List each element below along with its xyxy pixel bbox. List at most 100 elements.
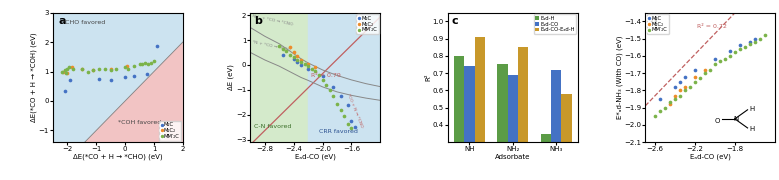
Point <box>341 122 354 125</box>
X-axis label: Adsorbate: Adsorbate <box>495 154 530 160</box>
Point <box>345 127 358 130</box>
Point <box>714 60 726 62</box>
Point <box>284 53 296 56</box>
Point <box>679 75 692 78</box>
Point <box>287 57 300 60</box>
Point <box>309 70 322 73</box>
Point <box>689 80 701 83</box>
Point <box>67 67 79 70</box>
Point <box>709 58 721 61</box>
Y-axis label: E*ₐd-NH₃ (With CO) (eV): E*ₐd-NH₃ (With CO) (eV) <box>616 36 622 119</box>
Point <box>749 37 761 40</box>
Point <box>744 40 756 43</box>
Polygon shape <box>53 13 183 175</box>
Point <box>323 88 336 91</box>
Legend: M₂C, M₂C₂, MM′₂C: M₂C, M₂C₂, MM′₂C <box>159 121 182 141</box>
Point <box>759 34 771 37</box>
Y-axis label: ΔE(*CO + H → *COH) (eV): ΔE(*CO + H → *COH) (eV) <box>30 33 37 122</box>
Point <box>57 70 69 73</box>
Bar <box>518 47 528 180</box>
Text: CRR favored: CRR favored <box>319 129 358 134</box>
Text: c: c <box>452 17 458 26</box>
Point <box>689 68 701 71</box>
Point <box>674 89 686 92</box>
Point <box>62 71 74 74</box>
Point <box>724 54 736 57</box>
Legend: M₂C, M₂C₂, MM′₂C: M₂C, M₂C₂, MM′₂C <box>647 14 669 34</box>
Point <box>87 69 100 71</box>
Bar <box>551 70 562 180</box>
Point <box>298 62 311 65</box>
Point <box>734 44 746 47</box>
Point <box>58 69 71 71</box>
Point <box>709 63 721 66</box>
Point <box>294 61 307 64</box>
Bar <box>474 37 485 180</box>
Bar <box>541 134 551 180</box>
Point <box>294 64 307 66</box>
Text: *COH favored: *COH favored <box>118 120 161 125</box>
Point <box>64 79 76 82</box>
Point <box>120 64 132 67</box>
Bar <box>308 13 380 142</box>
Point <box>111 67 123 70</box>
Point <box>327 95 340 98</box>
Point <box>654 98 667 100</box>
Point <box>334 108 347 111</box>
Point <box>58 89 71 92</box>
Point <box>669 86 682 88</box>
Point <box>280 50 293 53</box>
Point <box>669 98 682 100</box>
Point <box>93 77 105 80</box>
Point <box>148 60 160 63</box>
Point <box>312 74 325 77</box>
Bar <box>250 13 308 142</box>
Point <box>65 66 78 69</box>
Point <box>320 84 333 86</box>
Point <box>674 94 686 97</box>
Point <box>305 67 318 70</box>
Point <box>119 76 132 79</box>
Point <box>316 78 329 81</box>
Point <box>724 49 736 52</box>
Point <box>294 58 307 61</box>
Point <box>345 120 358 122</box>
Point <box>719 58 731 61</box>
Point <box>739 46 752 49</box>
Bar <box>508 75 518 180</box>
Point <box>669 94 682 97</box>
Point <box>142 63 154 66</box>
Point <box>150 45 163 48</box>
Point <box>284 46 296 49</box>
Point <box>744 42 756 45</box>
Text: R² = 0.79: R² = 0.79 <box>312 73 341 78</box>
Text: b: b <box>254 17 263 26</box>
Text: NH₃ + *CO → *CNO: NH₃ + *CO → *CNO <box>252 14 293 26</box>
Point <box>674 80 686 83</box>
Bar <box>497 64 508 180</box>
Text: C-N favored: C-N favored <box>254 124 291 129</box>
Point <box>140 73 153 76</box>
Point <box>734 48 746 50</box>
Point <box>128 75 140 77</box>
Point <box>704 68 717 71</box>
Point <box>689 75 701 78</box>
Point <box>277 53 289 56</box>
Point <box>316 75 329 78</box>
Point <box>104 69 117 71</box>
Bar <box>453 56 464 180</box>
Point <box>291 61 304 64</box>
Point <box>93 67 105 70</box>
Point <box>99 67 111 70</box>
X-axis label: Eₐd-CO (eV): Eₐd-CO (eV) <box>295 154 336 160</box>
Point <box>302 62 315 65</box>
Point <box>699 68 711 71</box>
Point <box>291 58 304 61</box>
Point <box>287 51 300 54</box>
Point <box>104 67 117 70</box>
Point <box>302 67 315 70</box>
Point <box>136 63 149 66</box>
Point <box>331 102 344 105</box>
Point <box>62 67 74 70</box>
Point <box>679 86 692 88</box>
